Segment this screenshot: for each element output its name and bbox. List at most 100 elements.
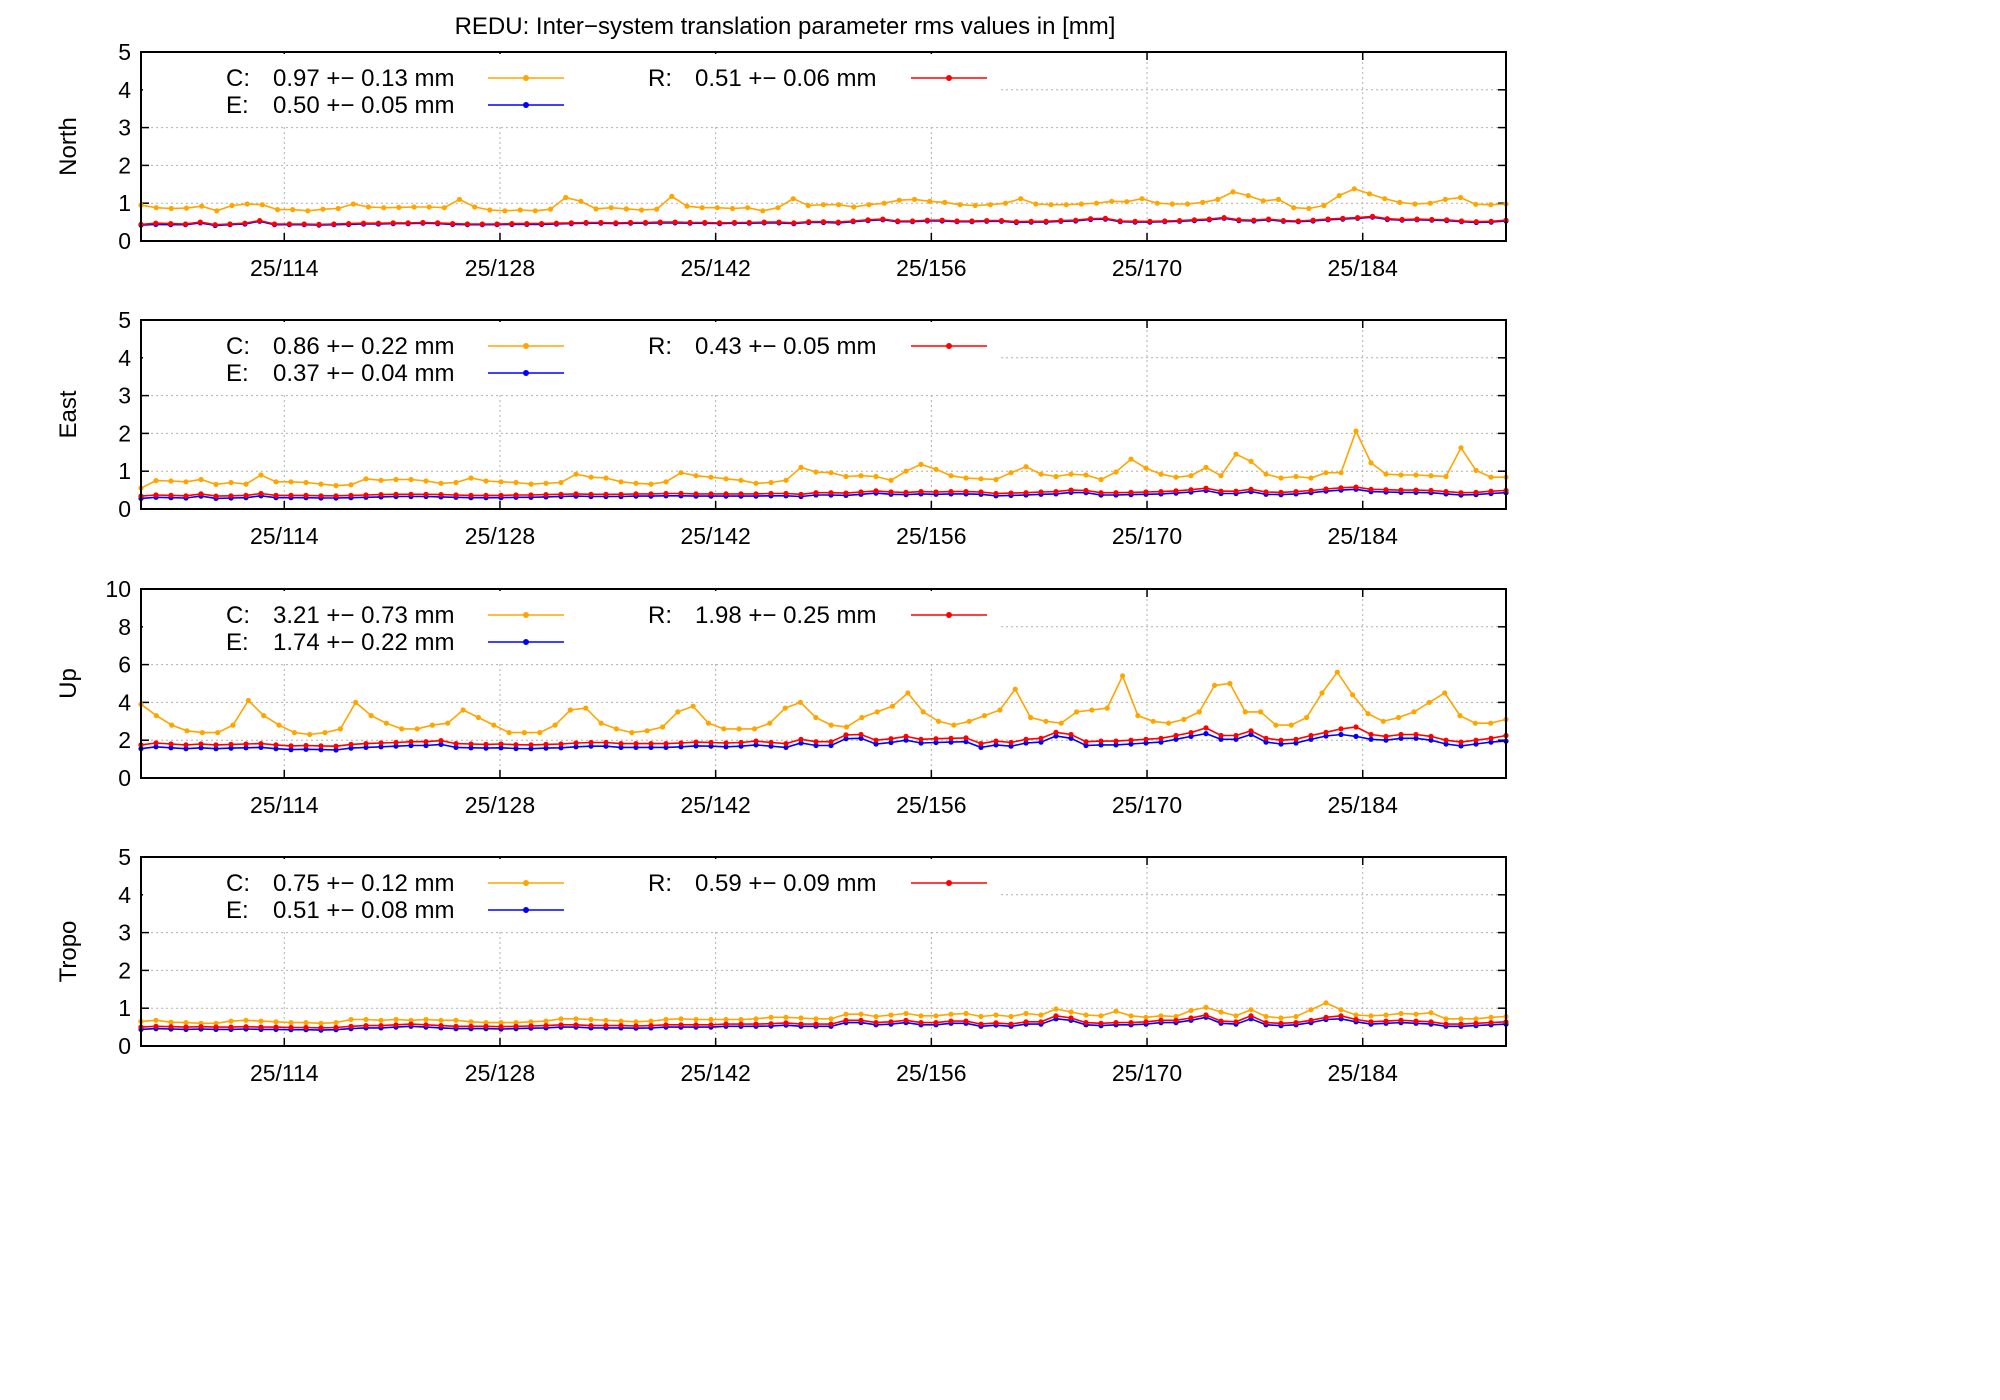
data-point-c: [1212, 682, 1218, 689]
data-point-r: [1488, 1020, 1494, 1026]
data-point-c: [593, 206, 599, 212]
data-point-r: [1429, 216, 1435, 223]
data-point-r: [524, 221, 530, 227]
panel-frame: [140, 856, 1507, 1047]
data-point-r: [168, 221, 174, 227]
data-point-r: [1236, 217, 1242, 223]
data-point-r: [588, 1023, 594, 1029]
data-point-r: [539, 221, 545, 227]
legend-stat-r: 0.51 +− 0.06 mm: [695, 65, 876, 92]
data-point-r: [588, 491, 594, 497]
data-point-r: [363, 741, 369, 747]
data-point-c: [920, 709, 926, 715]
data-point-e: [483, 745, 489, 751]
data-point-c: [721, 726, 727, 732]
data-point-c: [273, 1019, 279, 1025]
data-point-r: [1233, 488, 1239, 494]
data-point-c: [782, 705, 788, 711]
data-point-c: [978, 1013, 984, 1020]
y-tick-label: 10: [105, 576, 131, 602]
data-point-c: [753, 480, 759, 486]
data-point-r: [390, 220, 396, 226]
data-point-c: [874, 709, 880, 715]
data-point-c: [563, 194, 569, 201]
data-point-c: [1124, 199, 1130, 205]
data-point-c: [1200, 199, 1206, 205]
data-point-r: [303, 742, 309, 749]
data-point-c: [276, 722, 282, 728]
x-tick-label: 25/156: [896, 255, 966, 281]
y-axis-label: North: [55, 117, 82, 176]
data-point-c: [608, 205, 614, 211]
data-point-c: [859, 714, 865, 721]
x-tick-label: 25/184: [1328, 1060, 1399, 1086]
data-point-r: [628, 219, 634, 226]
data-point-c: [552, 722, 558, 728]
data-point-c: [423, 478, 429, 484]
data-point-r: [331, 221, 337, 227]
data-point-c: [1338, 470, 1344, 476]
data-point-r: [483, 492, 489, 498]
data-point-r: [633, 741, 639, 747]
data-point-r: [873, 488, 879, 494]
data-point-r: [693, 491, 699, 497]
data-point-c: [911, 196, 918, 202]
data-point-e: [288, 747, 294, 753]
data-point-e: [1353, 733, 1359, 740]
data-point-e: [408, 742, 414, 749]
data-point-c: [318, 1020, 324, 1026]
data-point-r: [873, 1020, 879, 1026]
data-point-e: [303, 746, 309, 752]
data-point-r: [228, 493, 234, 499]
data-point-c: [858, 473, 864, 479]
data-point-r: [1398, 487, 1404, 493]
data-point-r: [1338, 726, 1344, 732]
series-line-c: [140, 1002, 1507, 1025]
data-point-c: [365, 204, 372, 210]
legend-stat-c: 0.86 +− 0.22 mm: [273, 333, 454, 360]
data-point-r: [738, 1021, 744, 1027]
x-tick-label: 25/114: [250, 255, 319, 281]
data-point-r: [963, 1018, 969, 1024]
y-tick-label: 3: [118, 920, 131, 946]
data-point-c: [767, 720, 773, 726]
data-point-c: [153, 713, 159, 719]
data-point-r: [318, 1025, 324, 1031]
data-point-c: [1275, 196, 1282, 202]
data-point-c: [805, 202, 811, 209]
data-point-c: [153, 478, 159, 484]
data-point-r: [1428, 1019, 1434, 1025]
data-point-c: [228, 479, 234, 486]
x-tick-label: 25/128: [465, 255, 535, 281]
data-point-c: [648, 481, 654, 487]
data-point-c: [613, 726, 620, 732]
data-point-r: [348, 741, 354, 748]
legend-stat-c: 3.21 +− 0.73 mm: [273, 602, 454, 629]
data-point-e: [273, 746, 279, 752]
data-point-r: [663, 741, 669, 747]
data-point-r: [1233, 1019, 1239, 1025]
data-point-c: [1215, 196, 1221, 202]
data-point-c: [1154, 200, 1160, 206]
data-point-r: [1444, 217, 1450, 223]
data-point-c: [843, 1011, 849, 1017]
data-point-c: [1184, 201, 1191, 207]
data-point-r: [1158, 735, 1164, 741]
data-point-r: [1473, 219, 1479, 225]
data-point-c: [978, 476, 984, 482]
data-point-c: [1048, 202, 1054, 208]
data-point-c: [229, 202, 235, 209]
data-point-c: [836, 202, 842, 208]
data-point-c: [521, 730, 528, 736]
data-point-c: [1336, 193, 1342, 199]
data-point-e: [978, 744, 984, 751]
data-point-c: [1233, 1013, 1239, 1019]
data-point-r: [993, 1020, 999, 1026]
data-point-e: [1263, 739, 1269, 745]
data-point-r: [438, 1023, 444, 1029]
data-point-r: [588, 739, 594, 746]
data-point-c: [1196, 709, 1202, 715]
y-tick-label: 2: [118, 957, 131, 983]
data-point-c: [438, 1017, 444, 1023]
data-point-r: [423, 491, 429, 497]
